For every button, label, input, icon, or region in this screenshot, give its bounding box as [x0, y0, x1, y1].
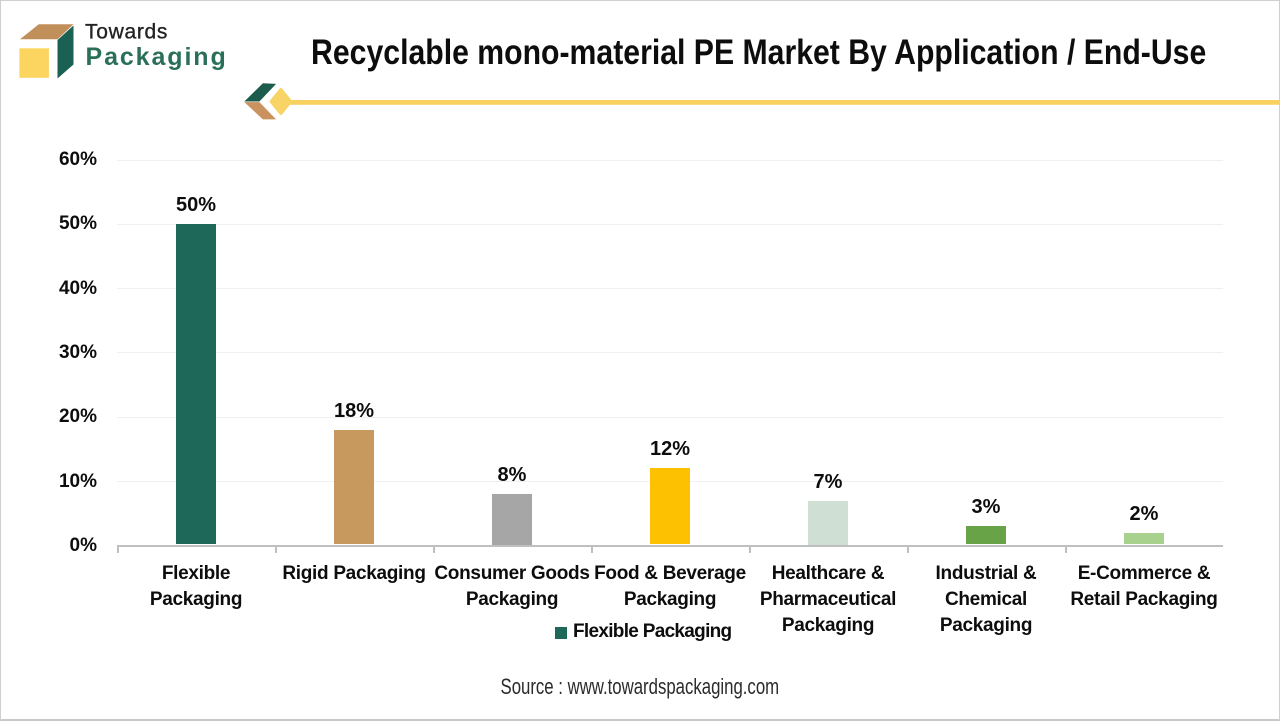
svg-text:Packaging: Packaging — [86, 43, 228, 71]
svg-text:Towards: Towards — [85, 20, 168, 43]
